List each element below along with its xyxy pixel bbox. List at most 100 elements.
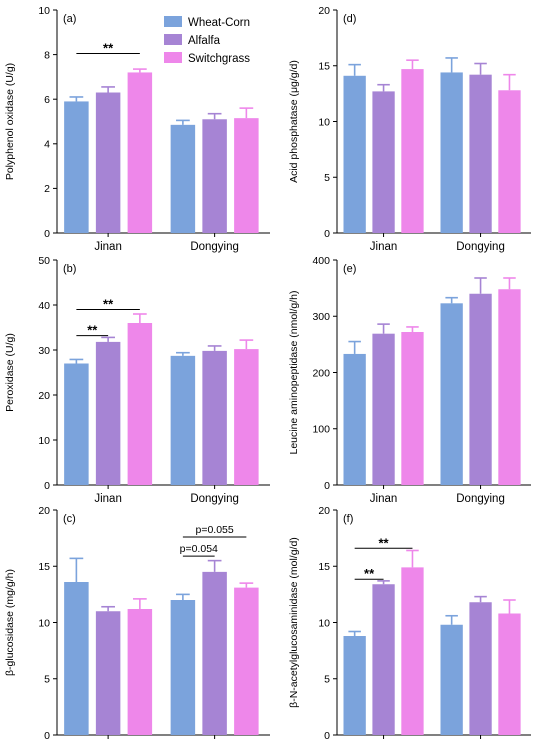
legend-label: Switchgrass [188,53,250,65]
y-tick-label: 200 [312,367,330,379]
y-tick-label: 0 [44,228,50,240]
bar-alfalfa [372,584,395,735]
x-tick-label: Dongying [456,493,505,505]
x-tick-label: Jinan [370,493,398,505]
bar-alfalfa [469,74,492,233]
bar-wheat-corn [440,303,463,485]
bar-wheat-corn [64,101,89,234]
bar-switchgrass [401,567,424,735]
bar-wheat-corn [170,355,196,485]
p-value-label: p=0.054 [180,543,218,555]
bar-switchgrass [498,289,521,485]
p-value-label: p=0.055 [195,524,233,536]
y-tick-label: 300 [312,311,330,323]
panel-label: (f) [343,513,353,525]
y-tick-label: 30 [38,345,50,357]
legend: Wheat-Corn Alfalfa Switchgrass [164,16,250,65]
chart-panel-d: 0 5 10 15 20 Acid phosphatase (μg/g/d) (d) Jina… [288,5,531,253]
significance-stars: ** [364,566,375,581]
bar-alfalfa [202,119,227,233]
bar-wheat-corn [440,624,463,735]
y-tick-label: 10 [38,435,50,447]
y-tick-label: 8 [44,49,50,61]
y-tick-label: 0 [324,480,330,492]
bar-alfalfa [95,611,121,735]
y-axis-label: Polyphenol oxidase (U/g) [4,63,16,180]
x-tick-label: Jinan [370,241,398,253]
bar-alfalfa [372,333,395,485]
bar-switchgrass [401,332,424,485]
bar-wheat-corn [440,72,463,233]
panel-label: (b) [63,263,76,275]
chart-panel-e: 0 100 200 300 400 Leucine aminopeptidase (nmo… [288,255,531,505]
y-tick-label: 10 [38,617,50,629]
y-tick-label: 15 [38,561,50,573]
y-axis-label: β-glucosidase (mg/g/h) [4,569,16,676]
y-tick-label: 20 [38,390,50,402]
y-tick-label: 50 [38,255,50,267]
bar-alfalfa [95,341,121,485]
y-tick-label: 10 [318,116,330,128]
bar-switchgrass [234,118,259,233]
bar-switchgrass [234,349,259,485]
y-tick-label: 20 [38,505,50,517]
y-tick-label: 20 [318,5,330,17]
y-tick-label: 100 [312,424,330,436]
x-tick-label: Dongying [456,241,505,253]
chart-panel-b: 0 10 20 30 40 50 Peroxidase (U/g) (b) Jinan Dongy… [4,255,270,505]
y-tick-label: 0 [44,480,50,492]
y-tick-label: 10 [318,617,330,629]
legend-swatch [164,16,182,27]
bar-wheat-corn [343,353,366,485]
panel-label: (d) [343,13,356,25]
bar-switchgrass [127,72,153,233]
legend-label: Wheat-Corn [188,17,250,29]
bar-wheat-corn [170,600,196,735]
x-tick-label: Jinan [94,493,122,505]
panel-label: (c) [63,513,76,525]
bar-alfalfa [469,602,492,735]
y-tick-label: 10 [38,5,50,17]
bar-switchgrass [234,587,259,735]
bar-wheat-corn [170,124,196,233]
bar-switchgrass [498,90,521,233]
y-tick-label: 2 [44,183,50,195]
significance-stars: ** [378,535,389,550]
bar-alfalfa [469,293,492,485]
panel-label: (e) [343,263,356,275]
legend-label: Alfalfa [188,35,221,47]
y-tick-label: 15 [318,61,330,73]
y-tick-label: 0 [324,228,330,240]
panel-label: (a) [63,13,76,25]
legend-swatch [164,52,182,63]
x-tick-label: Dongying [190,493,239,505]
y-tick-label: 400 [312,255,330,267]
bar-wheat-corn [343,636,366,735]
y-tick-label: 40 [38,300,50,312]
x-tick-label: Dongying [190,241,239,253]
bar-switchgrass [401,69,424,233]
bar-switchgrass [498,613,521,735]
y-tick-label: 20 [318,505,330,517]
y-tick-label: 6 [44,94,50,106]
y-tick-label: 4 [44,139,50,151]
bar-alfalfa [202,571,227,735]
y-tick-label: 5 [324,674,330,686]
y-tick-label: 5 [324,172,330,184]
legend-swatch [164,34,182,45]
significance-stars: ** [103,297,114,312]
y-tick-label: 0 [324,730,330,742]
bar-switchgrass [127,609,153,735]
significance-stars: ** [103,40,114,55]
bar-switchgrass [127,323,153,485]
x-tick-label: Jinan [94,241,122,253]
y-tick-label: 5 [44,674,50,686]
bar-wheat-corn [64,582,89,735]
bar-alfalfa [202,350,227,485]
y-axis-label: Peroxidase (U/g) [4,333,16,412]
y-tick-label: 0 [44,730,50,742]
bar-wheat-corn [64,363,89,485]
y-tick-label: 15 [318,561,330,573]
